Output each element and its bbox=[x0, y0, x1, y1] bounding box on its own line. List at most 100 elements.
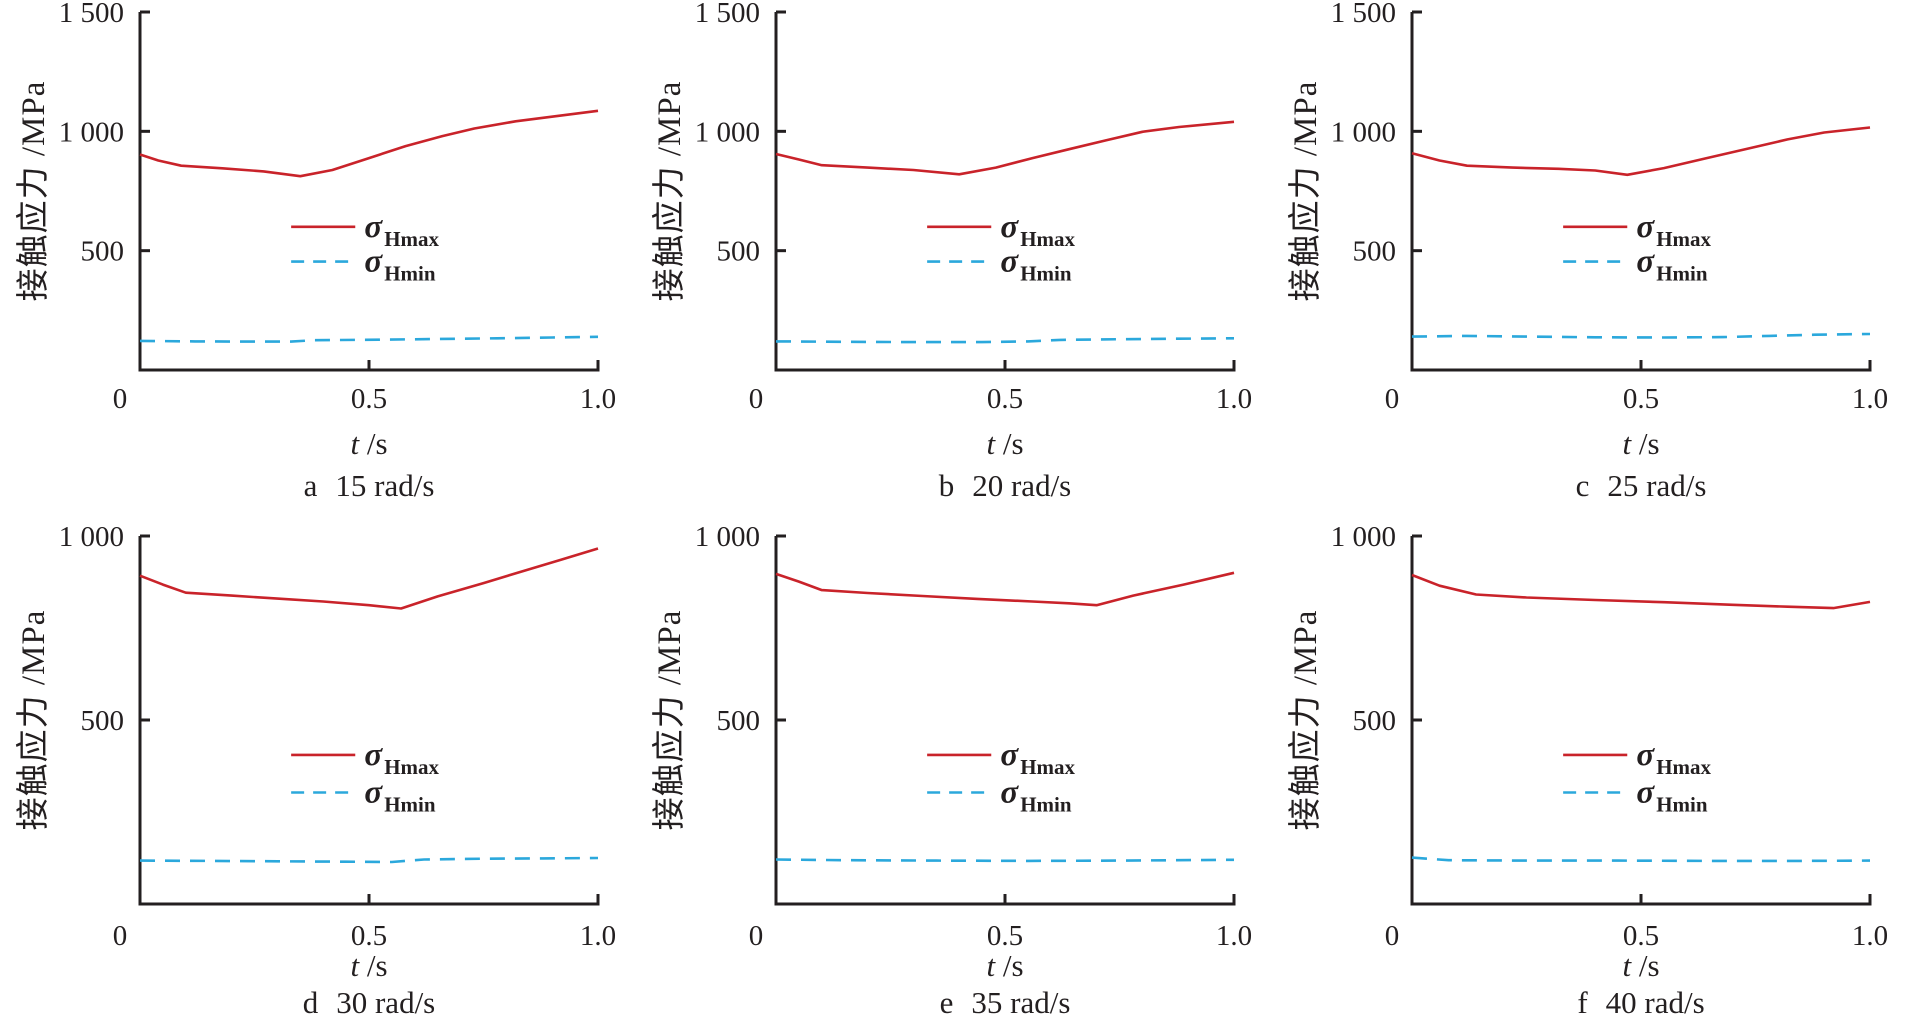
curve-Hmax bbox=[1411, 126, 1871, 177]
axes bbox=[1410, 536, 1872, 906]
curve-Hmax bbox=[139, 109, 599, 178]
x-axis-unit: /s bbox=[359, 426, 388, 461]
caption-text: 15 rad/s bbox=[335, 468, 435, 503]
y-tick-label: 500 bbox=[81, 705, 125, 737]
legend-label-Hmax: σHmax bbox=[364, 209, 439, 251]
legend-label-Hmax: σHmax bbox=[1636, 737, 1711, 779]
legend-label-Hmin: σHmin bbox=[364, 774, 435, 816]
x-axis-unit: /s bbox=[1631, 948, 1660, 983]
x-tick-label: 1.0 bbox=[1852, 920, 1888, 952]
y-tick-label: 500 bbox=[717, 705, 761, 737]
y-axis-label: 接触应力 /MPa bbox=[652, 609, 688, 831]
x-axis-label: t /s bbox=[776, 948, 1234, 984]
panel-c: 500 1 000 1 500 0 0.5 1.0 σHmax σHmin 接触应力 /MPa… bbox=[1272, 0, 1909, 510]
caption-index: b bbox=[938, 468, 955, 503]
axes bbox=[774, 12, 1236, 372]
panel-caption: a 15 rad/s bbox=[140, 468, 598, 504]
y-tick-label: 1 000 bbox=[695, 116, 760, 148]
y-tick-label: 1 000 bbox=[1331, 116, 1396, 148]
curve-Hmin bbox=[139, 335, 599, 343]
legend-label-Hmin: σHmin bbox=[1000, 774, 1071, 816]
legend-label-Hmin: σHmin bbox=[1636, 774, 1707, 816]
curve-Hmin bbox=[1411, 332, 1871, 339]
y-tick-label: 1 000 bbox=[59, 116, 124, 148]
curve-Hmin bbox=[139, 856, 599, 864]
x-axis-variable: t bbox=[350, 948, 360, 983]
curve-Hmax bbox=[139, 547, 599, 610]
panel-caption: b 20 rad/s bbox=[776, 468, 1234, 504]
x-axis-variable: t bbox=[1622, 948, 1632, 983]
y-axis-label: 接触应力 /MPa bbox=[1288, 609, 1324, 831]
caption-index: f bbox=[1577, 985, 1588, 1020]
x-axis-variable: t bbox=[986, 426, 996, 461]
x-tick-label: 0.5 bbox=[1623, 383, 1659, 415]
y-axis-label: 接触应力 /MPa bbox=[16, 609, 52, 831]
y-tick-label: 1 000 bbox=[59, 521, 124, 553]
panel-b: 500 1 000 1 500 0 0.5 1.0 σHmax σHmin 接触应力 /MPa… bbox=[636, 0, 1272, 510]
panel-a: 500 1 000 1 500 0 0.5 1.0 σHmax σHmin 接触应力 /MPa… bbox=[0, 0, 636, 510]
caption-text: 40 rad/s bbox=[1605, 985, 1705, 1020]
x-axis-unit: /s bbox=[995, 948, 1024, 983]
caption-text: 20 rad/s bbox=[972, 468, 1072, 503]
x-tick-label: 1.0 bbox=[580, 920, 616, 952]
x-axis-unit: /s bbox=[995, 426, 1024, 461]
x-tick-label: 0.5 bbox=[987, 920, 1023, 952]
y-axis-label: 接触应力 /MPa bbox=[1288, 80, 1324, 302]
caption-text: 30 rad/s bbox=[336, 985, 436, 1020]
x-tick-label: 0 bbox=[113, 920, 128, 952]
x-tick-label: 0.5 bbox=[351, 920, 387, 952]
x-tick-label: 0 bbox=[1385, 383, 1400, 415]
panel-caption: d 30 rad/s bbox=[140, 985, 598, 1021]
x-axis-unit: /s bbox=[359, 948, 388, 983]
x-tick-label: 0 bbox=[113, 383, 128, 415]
y-tick-label: 500 bbox=[81, 236, 125, 268]
y-tick-label: 1 500 bbox=[695, 0, 760, 29]
caption-text: 25 rad/s bbox=[1607, 468, 1707, 503]
x-axis-unit: /s bbox=[1631, 426, 1660, 461]
legend-label-Hmin: σHmin bbox=[1000, 244, 1071, 286]
axes bbox=[1410, 12, 1872, 372]
y-tick-label: 1 000 bbox=[695, 521, 760, 553]
x-tick-label: 0.5 bbox=[1623, 920, 1659, 952]
panel-caption: c 25 rad/s bbox=[1412, 468, 1870, 504]
panel-caption: e 35 rad/s bbox=[776, 985, 1234, 1021]
panel-f: 500 1 000 0 0.5 1.0 σHmax σHmin 接触应力 /MPa t /s… bbox=[1272, 510, 1909, 1021]
curve-Hmax bbox=[1411, 573, 1871, 610]
y-axis-label: 接触应力 /MPa bbox=[652, 80, 688, 302]
x-axis-variable: t bbox=[350, 426, 360, 461]
y-tick-label: 500 bbox=[717, 236, 761, 268]
y-tick-label: 500 bbox=[1353, 705, 1397, 737]
x-axis-label: t /s bbox=[1412, 426, 1870, 462]
legend-label-Hmax: σHmax bbox=[1636, 209, 1711, 251]
y-tick-label: 500 bbox=[1353, 236, 1397, 268]
x-tick-label: 0 bbox=[749, 920, 764, 952]
y-axis-label: 接触应力 /MPa bbox=[16, 80, 52, 302]
x-axis-label: t /s bbox=[140, 948, 598, 984]
caption-index: a bbox=[303, 468, 318, 503]
x-axis-variable: t bbox=[1622, 426, 1632, 461]
x-tick-label: 0.5 bbox=[987, 383, 1023, 415]
curve-Hmax bbox=[775, 571, 1235, 607]
caption-index: c bbox=[1575, 468, 1590, 503]
x-axis-variable: t bbox=[986, 948, 996, 983]
curve-Hmin bbox=[1411, 856, 1871, 863]
curve-Hmax bbox=[775, 120, 1235, 176]
caption-index: e bbox=[939, 985, 954, 1020]
caption-text: 35 rad/s bbox=[971, 985, 1071, 1020]
curve-Hmin bbox=[775, 337, 1235, 344]
x-axis-label: t /s bbox=[140, 426, 598, 462]
y-tick-label: 1 000 bbox=[1331, 521, 1396, 553]
panel-caption: f 40 rad/s bbox=[1412, 985, 1870, 1021]
x-axis-label: t /s bbox=[1412, 948, 1870, 984]
axes bbox=[138, 12, 600, 372]
curve-Hmin bbox=[775, 858, 1235, 863]
legend-label-Hmax: σHmax bbox=[1000, 209, 1075, 251]
legend-label-Hmax: σHmax bbox=[364, 737, 439, 779]
x-axis-label: t /s bbox=[776, 426, 1234, 462]
